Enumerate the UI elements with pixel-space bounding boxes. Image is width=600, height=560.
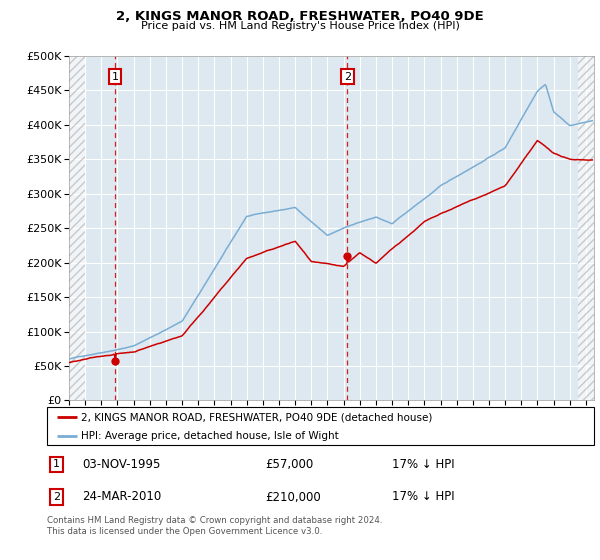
Text: 2: 2 [53, 492, 60, 502]
Text: £57,000: £57,000 [266, 458, 314, 471]
Text: 24-MAR-2010: 24-MAR-2010 [82, 491, 161, 503]
Text: HPI: Average price, detached house, Isle of Wight: HPI: Average price, detached house, Isle… [81, 431, 338, 441]
Text: Price paid vs. HM Land Registry's House Price Index (HPI): Price paid vs. HM Land Registry's House … [140, 21, 460, 31]
Text: 2, KINGS MANOR ROAD, FRESHWATER, PO40 9DE: 2, KINGS MANOR ROAD, FRESHWATER, PO40 9D… [116, 10, 484, 23]
Bar [69, 56, 85, 400]
Text: 1: 1 [112, 72, 118, 82]
Text: 2, KINGS MANOR ROAD, FRESHWATER, PO40 9DE (detached house): 2, KINGS MANOR ROAD, FRESHWATER, PO40 9D… [81, 412, 432, 422]
Text: 17% ↓ HPI: 17% ↓ HPI [392, 458, 454, 471]
Text: £210,000: £210,000 [266, 491, 322, 503]
Text: Contains HM Land Registry data © Crown copyright and database right 2024.
This d: Contains HM Land Registry data © Crown c… [47, 516, 382, 536]
Text: 1: 1 [53, 459, 60, 469]
Text: 2: 2 [344, 72, 351, 82]
Bar [578, 56, 594, 400]
Text: 03-NOV-1995: 03-NOV-1995 [82, 458, 161, 471]
Text: 17% ↓ HPI: 17% ↓ HPI [392, 491, 454, 503]
